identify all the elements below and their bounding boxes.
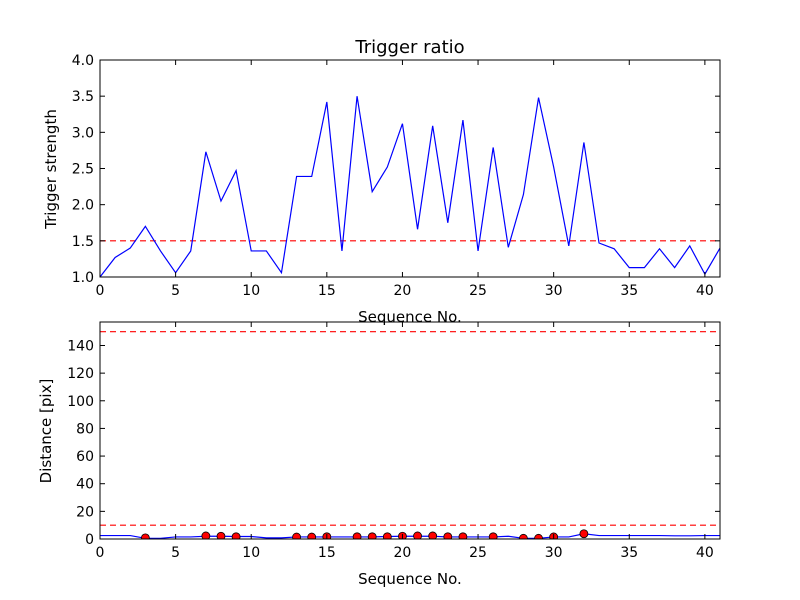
- bottom-x-axis-title: Sequence No.: [358, 570, 462, 588]
- top-y-axis-title: Trigger strength: [42, 109, 60, 230]
- bottom-x-tick-label: 25: [469, 545, 487, 561]
- bottom-panel: Sequence No. Distance [pix] 0 5 10 15 20 25 30…: [37, 321, 721, 588]
- bottom-x-tick-label: 5: [171, 545, 180, 561]
- bottom-data-point: [458, 532, 468, 539]
- bottom-y-tick-label: 100: [67, 394, 94, 410]
- bottom-data-point: [201, 531, 211, 539]
- top-y-tick-label: 3.5: [72, 89, 94, 105]
- bottom-data-point: [534, 533, 543, 539]
- bottom-y-tick-label: 0: [85, 532, 94, 548]
- top-panel: Trigger ratio Sequence No. Trigger stren…: [42, 37, 721, 326]
- bottom-data-point: [519, 533, 528, 539]
- bottom-y-tick-label: 20: [76, 504, 94, 520]
- bottom-x-tick-label: 40: [696, 545, 714, 561]
- bottom-data-point: [216, 531, 226, 539]
- top-y-tick-label: 2.0: [72, 198, 94, 214]
- top-x-tick-label: 35: [620, 283, 638, 299]
- bottom-data-point: [292, 532, 301, 539]
- top-y-tick-label: 1.5: [72, 234, 94, 250]
- bottom-x-tick-label: 20: [394, 545, 412, 561]
- bottom-plot-frame: [99, 321, 721, 540]
- bottom-data-point: [367, 532, 377, 539]
- bottom-data-point: [579, 529, 589, 539]
- top-x-tick-label: 25: [469, 283, 487, 299]
- bottom-x-tick-label: 10: [242, 545, 260, 561]
- bottom-y-tick-label: 120: [67, 366, 94, 382]
- top-x-tick-label: 40: [696, 283, 714, 299]
- top-chart-title: Trigger ratio: [354, 37, 464, 58]
- top-series-line: [100, 96, 720, 277]
- bottom-plot-area: [100, 331, 720, 539]
- bottom-data-point: [413, 531, 422, 539]
- bottom-x-tick-label: 30: [545, 545, 563, 561]
- bottom-y-tick-label: 40: [76, 477, 94, 493]
- bottom-data-point: [352, 532, 362, 539]
- top-y-tick-label: 4.0: [72, 53, 94, 69]
- top-x-axis-title: Sequence No.: [358, 308, 462, 326]
- bottom-data-point: [140, 533, 150, 539]
- top-y-tick-label: 3.0: [72, 125, 94, 141]
- bottom-data-point: [382, 532, 392, 539]
- top-x-tick-label: 0: [96, 283, 105, 299]
- top-x-tick-label: 10: [242, 283, 260, 299]
- bottom-data-point: [443, 532, 453, 539]
- bottom-x-tick-label: 15: [318, 545, 336, 561]
- bottom-data-point: [307, 532, 317, 539]
- bottom-y-tick-label: 80: [76, 421, 94, 437]
- bottom-data-point: [488, 532, 498, 539]
- bottom-y-tick-label: 140: [67, 338, 94, 354]
- bottom-data-point: [428, 531, 438, 539]
- bottom-y-axis-title: Distance [pix]: [37, 379, 55, 484]
- bottom-x-tick-label: 35: [620, 545, 638, 561]
- top-x-tick-label: 20: [394, 283, 412, 299]
- bottom-y-tick-label: 60: [76, 449, 94, 465]
- top-plot-area: [100, 96, 720, 277]
- top-x-tick-label: 15: [318, 283, 336, 299]
- top-y-tick-label: 2.5: [72, 162, 94, 178]
- bottom-x-tick-label: 0: [96, 545, 105, 561]
- top-y-tick-label: 1.0: [72, 270, 94, 286]
- top-x-tick-label: 30: [545, 283, 563, 299]
- bottom-data-point: [231, 532, 241, 539]
- top-x-tick-label: 5: [171, 283, 180, 299]
